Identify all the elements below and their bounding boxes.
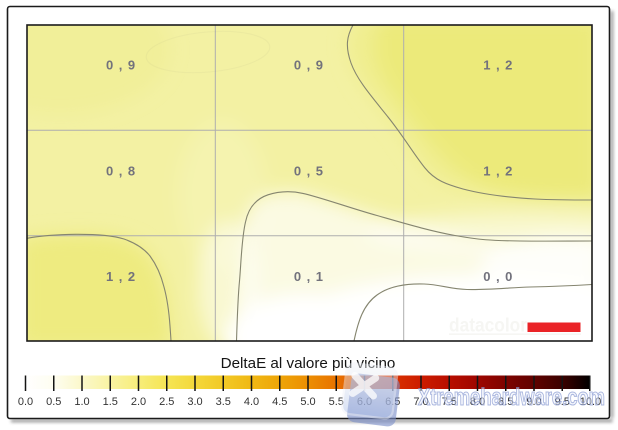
svg-text:0,1: 0,1 <box>294 269 329 284</box>
svg-text:Xtremehardware.com: Xtremehardware.com <box>418 384 605 411</box>
svg-text:4.0: 4.0 <box>244 396 259 408</box>
svg-text:0.0: 0.0 <box>18 396 33 408</box>
svg-text:datacolor: datacolor <box>449 315 527 337</box>
svg-text:2.0: 2.0 <box>131 396 146 408</box>
svg-text:8.0: 8.0 <box>470 396 485 408</box>
svg-text:2.5: 2.5 <box>159 396 174 408</box>
svg-text:1,2: 1,2 <box>483 58 518 73</box>
svg-text:0,5: 0,5 <box>294 164 329 179</box>
svg-text:10.0: 10.0 <box>580 396 601 408</box>
svg-text:3.5: 3.5 <box>216 396 231 408</box>
svg-text:7.0: 7.0 <box>413 396 428 408</box>
svg-text:8.5: 8.5 <box>498 396 513 408</box>
svg-text:0,9: 0,9 <box>106 58 141 73</box>
svg-text:1,2: 1,2 <box>483 164 518 179</box>
svg-text:0,8: 0,8 <box>106 164 141 179</box>
svg-text:5.5: 5.5 <box>329 396 344 408</box>
svg-text:1,2: 1,2 <box>106 269 141 284</box>
svg-text:9.5: 9.5 <box>555 396 570 408</box>
svg-text:9.0: 9.0 <box>526 396 541 408</box>
svg-text:5.0: 5.0 <box>300 396 315 408</box>
svg-text:7.5: 7.5 <box>442 396 457 408</box>
svg-text:1.5: 1.5 <box>103 396 118 408</box>
svg-text:0,0: 0,0 <box>483 269 518 284</box>
svg-text:4.5: 4.5 <box>272 396 287 408</box>
svg-text:1.0: 1.0 <box>74 396 89 408</box>
svg-text:0.5: 0.5 <box>46 396 61 408</box>
svg-text:3.0: 3.0 <box>187 396 202 408</box>
svg-text:0,9: 0,9 <box>294 58 329 73</box>
